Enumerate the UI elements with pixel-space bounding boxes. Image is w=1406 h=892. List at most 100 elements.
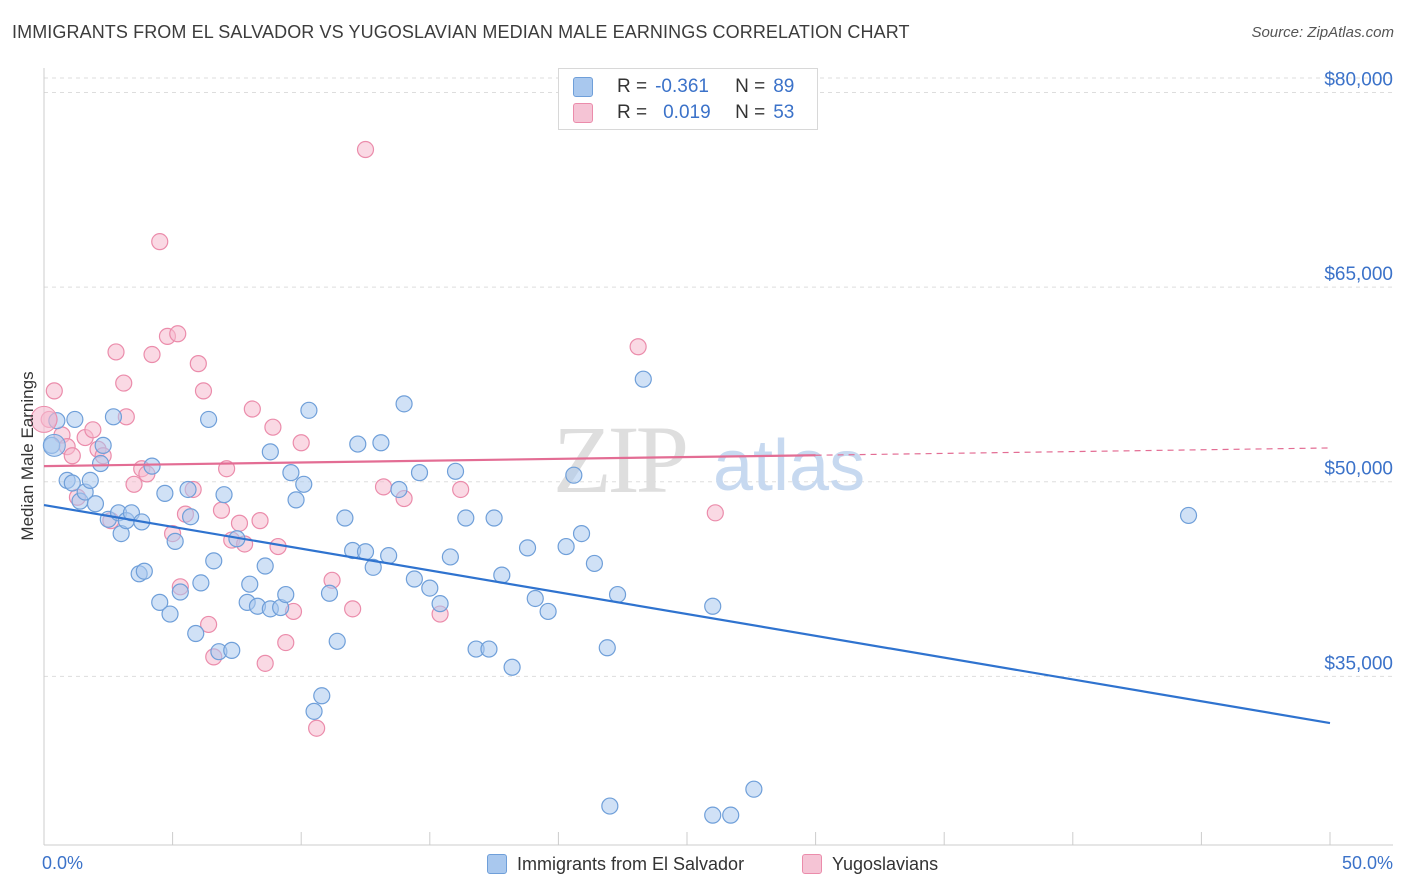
point-yugoslavian <box>706 504 724 522</box>
y-tick-label: $65,000 <box>1324 264 1393 285</box>
point-el-salvador <box>143 457 161 475</box>
x-ticks <box>43 832 1331 845</box>
legend-row-yugoslavians: R = 0.019 N = 53 <box>573 101 794 125</box>
x-tick-label-min: 0.0% <box>42 853 83 873</box>
point-yugoslavian <box>230 514 249 532</box>
point-el-salvador <box>421 579 439 597</box>
point-el-salvador <box>585 554 604 573</box>
legend-label-el-salvador: Immigrants from El Salvador <box>517 853 745 874</box>
point-el-salvador <box>151 593 169 611</box>
legend-item-yugoslavians: Yugoslavians <box>802 852 938 876</box>
legend-r-label: R = <box>617 76 648 97</box>
point-el-salvador <box>572 524 591 543</box>
point-el-salvador <box>300 401 318 419</box>
point-yugoslavian <box>125 475 143 493</box>
legend-swatch-blue <box>573 77 593 97</box>
point-el-salvador <box>277 585 295 604</box>
y-axis-title: Median Male Earnings <box>18 371 37 540</box>
point-el-salvador <box>63 474 81 492</box>
point-yugoslavian <box>63 447 81 465</box>
legend-swatch-blue <box>487 854 507 874</box>
point-el-salvador <box>372 434 390 452</box>
correlation-legend: R = -0.361 N = 89 R = 0.019 N = 53 <box>558 68 818 130</box>
watermark-atlas: atlas <box>713 426 865 506</box>
point-el-salvador <box>410 464 429 482</box>
legend-r-value: 0.019 <box>663 102 711 123</box>
point-yugoslavian <box>169 325 187 343</box>
point-yugoslavian <box>308 719 326 737</box>
point-yugoslavian <box>251 512 269 530</box>
point-el-salvador <box>328 632 346 650</box>
point-yugoslavian <box>452 480 470 499</box>
point-el-salvador <box>179 480 197 499</box>
point-el-salvador <box>390 480 408 499</box>
legend-row-el-salvador: R = -0.361 N = 89 <box>573 75 795 99</box>
point-el-salvador <box>104 408 123 426</box>
point-el-salvador <box>282 464 300 482</box>
point-yugoslavian <box>194 382 213 400</box>
point-el-salvador <box>86 495 105 513</box>
point-yugoslavian <box>356 140 375 159</box>
point-el-salvador <box>526 589 544 608</box>
point-el-salvador <box>405 570 423 588</box>
point-el-salvador <box>42 433 66 457</box>
point-yugoslavian <box>374 478 393 496</box>
point-el-salvador <box>171 583 189 601</box>
point-yugoslavian <box>143 345 161 364</box>
point-el-salvador <box>634 370 652 388</box>
point-yugoslavian <box>277 633 295 652</box>
point-yugoslavian <box>264 418 282 436</box>
point-el-salvador <box>395 395 413 413</box>
point-el-salvador <box>380 547 398 565</box>
point-yugoslavian <box>107 343 125 361</box>
source-label: Source: ZipAtlas.com <box>1251 24 1394 41</box>
point-el-salvador <box>518 539 537 557</box>
point-el-salvador <box>485 509 503 527</box>
point-yugoslavian <box>151 233 169 251</box>
legend-item-el-salvador: Immigrants from El Salvador <box>487 852 744 876</box>
point-el-salvador <box>313 687 331 705</box>
point-el-salvador <box>704 597 722 615</box>
point-el-salvador <box>256 557 274 575</box>
point-yugoslavian <box>84 421 102 439</box>
point-el-salvador <box>601 797 619 815</box>
point-el-salvador <box>261 443 279 461</box>
point-el-salvador <box>356 543 375 561</box>
point-el-salvador <box>441 548 459 566</box>
point-yugoslavian <box>200 615 218 634</box>
point-el-salvador <box>320 584 339 602</box>
point-el-salvador <box>305 702 323 720</box>
point-el-salvador <box>91 454 110 473</box>
point-el-salvador <box>704 806 722 824</box>
point-el-salvador <box>187 624 205 643</box>
point-el-salvador <box>161 605 179 623</box>
point-el-salvador <box>745 780 763 798</box>
point-el-salvador <box>156 484 174 502</box>
point-yugoslavian <box>45 382 63 400</box>
point-el-salvador <box>287 491 305 509</box>
axes <box>43 68 1393 846</box>
y-tick-label: $35,000 <box>1324 653 1393 674</box>
point-el-salvador <box>431 595 449 613</box>
y-tick-labels: $35,000 $50,000 $65,000 $80,000 <box>1324 69 1393 674</box>
point-el-salvador <box>565 466 583 484</box>
point-yugoslavian <box>629 338 647 356</box>
legend-swatch-pink <box>802 854 822 874</box>
point-el-salvador <box>503 658 521 676</box>
chart-title: IMMIGRANTS FROM EL SALVADOR VS YUGOSLAVI… <box>12 22 910 42</box>
watermark: ZIP atlas <box>553 406 865 513</box>
point-el-salvador <box>166 532 184 550</box>
point-el-salvador <box>215 486 233 504</box>
point-el-salvador <box>182 508 200 526</box>
point-yugoslavian <box>292 434 310 452</box>
legend-label-yugoslavians: Yugoslavians <box>832 853 939 874</box>
point-el-salvador <box>295 475 313 493</box>
legend-n-label: N = <box>735 76 766 97</box>
point-el-salvador <box>608 585 627 604</box>
trend-line-solid <box>43 503 1331 725</box>
legend-n-value: 89 <box>773 76 795 97</box>
point-yugoslavian <box>189 355 207 373</box>
point-el-salvador <box>457 509 475 527</box>
legend-r-label: R = <box>617 102 648 123</box>
